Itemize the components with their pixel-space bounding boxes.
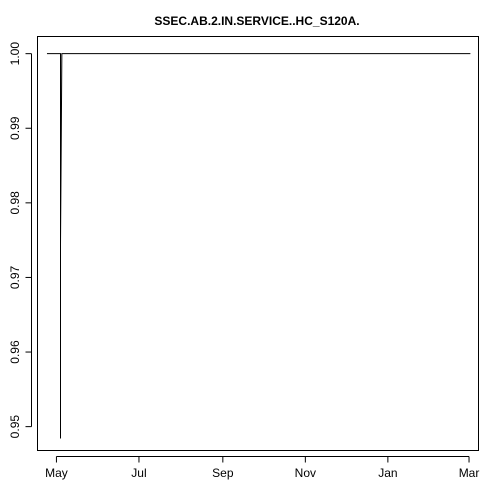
series-layer [46, 53, 471, 439]
x-tick-label: Nov [295, 466, 316, 480]
x-tick-label: Sep [212, 466, 234, 480]
plot-frame [37, 36, 479, 451]
y-tick-label: 0.99 [8, 116, 22, 140]
x-tick-label: May [45, 466, 68, 480]
y-tick-label: 0.97 [8, 265, 22, 289]
x-tick-label: Jul [131, 466, 146, 480]
series-line-1 [46, 53, 471, 439]
x-axis: May Jul Sep Nov Jan Mar [45, 456, 480, 480]
y-tick-label: 1.00 [8, 42, 22, 66]
y-tick-label: 0.96 [8, 340, 22, 364]
y-tick-label: 0.95 [8, 415, 22, 439]
y-axis: 0.95 0.96 0.97 0.98 0.99 1.00 [8, 42, 32, 439]
x-tick-label: Mar [459, 466, 480, 480]
chart-title: SSEC.AB.2.IN.SERVICE..HC_S120A. [154, 14, 359, 28]
y-tick-label: 0.98 [8, 191, 22, 215]
x-tick-label: Jan [378, 466, 397, 480]
